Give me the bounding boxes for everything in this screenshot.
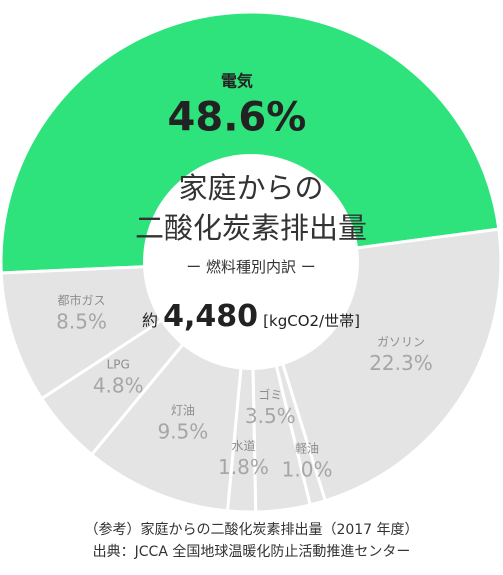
footer-source: 出典：JCCA 全国地球温暖化防止活動推進センター	[92, 544, 411, 560]
slice-name-6: LPG	[107, 358, 130, 372]
slice-value-5: 9.5%	[157, 419, 208, 443]
slice-value-3: 3.5%	[245, 404, 296, 428]
slice-value-0: 48.6%	[168, 95, 307, 141]
total-emission: 約 4,480 [kgCO2/世帯]	[142, 299, 360, 334]
total-prefix: 約	[142, 311, 158, 330]
chart-subtitle: ー 燃料種別内訳 ー	[186, 258, 316, 276]
pie-labels: 電気 48.6% ガソリン 22.3% 軽油 1.0% ゴミ 3.5% 水道 1.8% 灯油 9.5%…	[56, 72, 433, 482]
center-hole	[143, 154, 359, 370]
slice-name-0: 電気	[221, 72, 253, 91]
slice-value-7: 8.5%	[56, 309, 107, 333]
slice-name-7: 都市ガス	[58, 292, 106, 307]
pie-chart: 電気 48.6% ガソリン 22.3% 軽油 1.0% ゴミ 3.5% 水道 1.8% 灯油 9.5%…	[0, 10, 503, 514]
slice-value-2: 1.0%	[282, 457, 333, 481]
slice-name-4: 水道	[231, 439, 255, 453]
slice-name-5: 灯油	[171, 403, 195, 417]
pie-slice-0	[0, 10, 501, 275]
total-value: 4,480	[163, 299, 258, 334]
slice-value-4: 1.8%	[218, 455, 269, 479]
slice-name-2: 軽油	[295, 441, 319, 455]
slice-value-6: 4.8%	[93, 374, 144, 398]
slice-value-1: 22.3%	[369, 351, 433, 375]
slice-name-3: ゴミ	[258, 387, 282, 402]
chart-title-line2: 二酸化炭素排出量	[135, 211, 367, 245]
footer-note: （参考）家庭からの二酸化炭素排出量（2017 年度）	[84, 522, 419, 538]
total-unit: [kgCO2/世帯]	[263, 312, 360, 330]
slice-name-1: ガソリン	[377, 335, 425, 349]
chart-title: 家庭からの	[178, 171, 323, 205]
